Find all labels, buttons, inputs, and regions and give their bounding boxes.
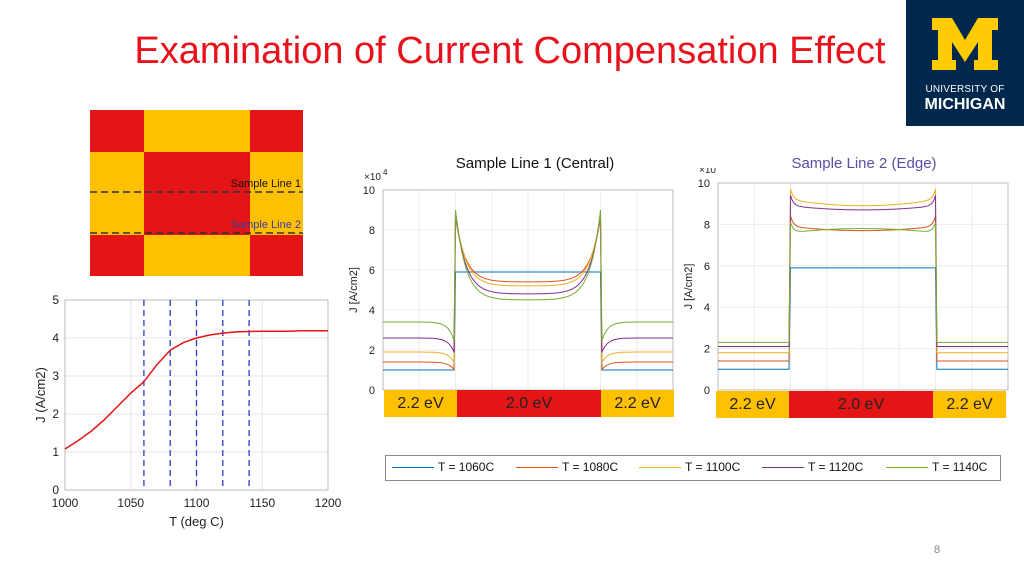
j-vs-t-chart: 1000 1050 1100 1150 1200 0 1 2 3 4 5 T (deg C) J (A/… bbox=[33, 293, 342, 529]
band-left: 2.2 eV bbox=[716, 391, 789, 418]
current-density-curve bbox=[383, 209, 673, 341]
current-density-curve bbox=[718, 189, 1008, 354]
sample-line-1-label: Sample Line 1 bbox=[231, 178, 301, 190]
legend-label: T = 1060C bbox=[438, 460, 495, 474]
current-density-curve bbox=[718, 267, 1008, 370]
checker-cell bbox=[144, 152, 250, 235]
checker-cell bbox=[144, 110, 250, 152]
panel1-bandgap-bar: 2.2 eV 2.0 eV 2.2 eV bbox=[384, 390, 674, 417]
band-left: 2.2 eV bbox=[384, 390, 457, 417]
checker-cell bbox=[250, 235, 303, 276]
y-scale-exponent: 4 bbox=[383, 168, 388, 177]
y-tick-label: 8 bbox=[369, 225, 375, 237]
checker-cell bbox=[90, 235, 144, 276]
current-density-curve bbox=[383, 271, 673, 371]
x-tick-label: 1050 bbox=[117, 496, 144, 510]
legend-label: T = 1100C bbox=[685, 460, 741, 474]
current-density-curve bbox=[718, 215, 1008, 362]
chart-legend: T = 1060C T = 1080C T = 1100C T = 1120C … bbox=[385, 455, 1001, 481]
y-tick-label: 2 bbox=[369, 345, 375, 357]
page-number: 8 bbox=[934, 544, 941, 556]
x-tick-label: 1200 bbox=[315, 496, 342, 510]
x-tick-label: 1150 bbox=[249, 496, 275, 510]
y-tick-label: 0 bbox=[369, 385, 375, 396]
y-tick-label: 2 bbox=[704, 344, 710, 356]
checker-cell bbox=[250, 152, 303, 235]
current-density-curve bbox=[383, 217, 673, 371]
university-logo: UNIVERSITY OF MICHIGAN bbox=[906, 0, 1024, 126]
y-tick-label: 0 bbox=[52, 483, 59, 497]
current-density-curve bbox=[383, 211, 673, 353]
j-vs-t-curve bbox=[64, 330, 328, 450]
y-tick-label: 4 bbox=[369, 305, 375, 317]
y-tick-label: 6 bbox=[704, 261, 710, 273]
y-scale-multiplier: ×10 bbox=[364, 172, 381, 183]
band-right: 2.2 eV bbox=[601, 390, 674, 417]
slide-title: Examination of Current Compensation Effe… bbox=[134, 30, 886, 72]
y-scale-multiplier: ×10 bbox=[699, 168, 716, 176]
band-right: 2.2 eV bbox=[933, 391, 1006, 418]
logo-text-line2: MICHIGAN bbox=[924, 96, 1006, 113]
y-tick-label: 3 bbox=[52, 369, 59, 383]
checker-cell bbox=[144, 235, 250, 276]
legend-label: T = 1080C bbox=[562, 460, 619, 474]
checker-cell bbox=[90, 152, 144, 235]
legend-item: T = 1080C bbox=[516, 460, 618, 474]
band-center: 2.0 eV bbox=[789, 391, 933, 418]
legend-item: T = 1140C bbox=[886, 460, 987, 474]
panel2-title: Sample Line 2 (Edge) bbox=[791, 155, 937, 172]
current-density-curve bbox=[718, 195, 1008, 347]
y-tick-label: 5 bbox=[52, 293, 59, 307]
legend-label: T = 1140C bbox=[932, 460, 988, 474]
checker-cell bbox=[250, 110, 303, 152]
y-tick-label: 8 bbox=[704, 219, 710, 231]
legend-item: T = 1060C bbox=[392, 460, 494, 474]
band-center: 2.0 eV bbox=[457, 390, 601, 417]
plot-frame bbox=[717, 182, 1009, 391]
y-axis-label: J [A/cm2] bbox=[348, 267, 360, 313]
y-tick-label: 4 bbox=[704, 302, 710, 314]
checkerboard-figure: Sample Line 1 Sample Line 2 bbox=[90, 110, 303, 276]
x-tick-label: 1100 bbox=[184, 496, 210, 510]
y-tick-label: 1 bbox=[52, 445, 59, 459]
panel1-title: Sample Line 1 (Central) bbox=[455, 155, 615, 172]
current-density-curve bbox=[383, 213, 673, 365]
sample-line-2-label: Sample Line 2 bbox=[231, 219, 301, 231]
y-axis-label: J [A/cm2] bbox=[683, 264, 695, 310]
legend-item: T = 1120C bbox=[762, 460, 863, 474]
y-tick-label: 0 bbox=[704, 385, 710, 396]
checker-cell bbox=[90, 110, 144, 152]
y-axis-label: J (A/cm2) bbox=[33, 367, 48, 423]
legend-label: T = 1120C bbox=[808, 460, 864, 474]
logo-text-line1: UNIVERSITY OF bbox=[925, 84, 1005, 95]
current-density-curve bbox=[718, 222, 1008, 343]
block-m-icon bbox=[932, 18, 998, 70]
y-tick-label: 6 bbox=[369, 265, 375, 277]
y-tick-label: 10 bbox=[698, 178, 710, 190]
legend-item: T = 1100C bbox=[639, 460, 740, 474]
y-tick-label: 2 bbox=[52, 407, 59, 421]
x-tick-label: 1000 bbox=[52, 496, 79, 510]
y-scale-exponent: 4 bbox=[718, 168, 723, 170]
y-tick-label: 10 bbox=[363, 185, 375, 197]
panel2-bandgap-bar: 2.2 eV 2.0 eV 2.2 eV bbox=[716, 391, 1006, 418]
x-axis-label: T (deg C) bbox=[169, 514, 224, 529]
y-tick-label: 4 bbox=[52, 331, 59, 345]
